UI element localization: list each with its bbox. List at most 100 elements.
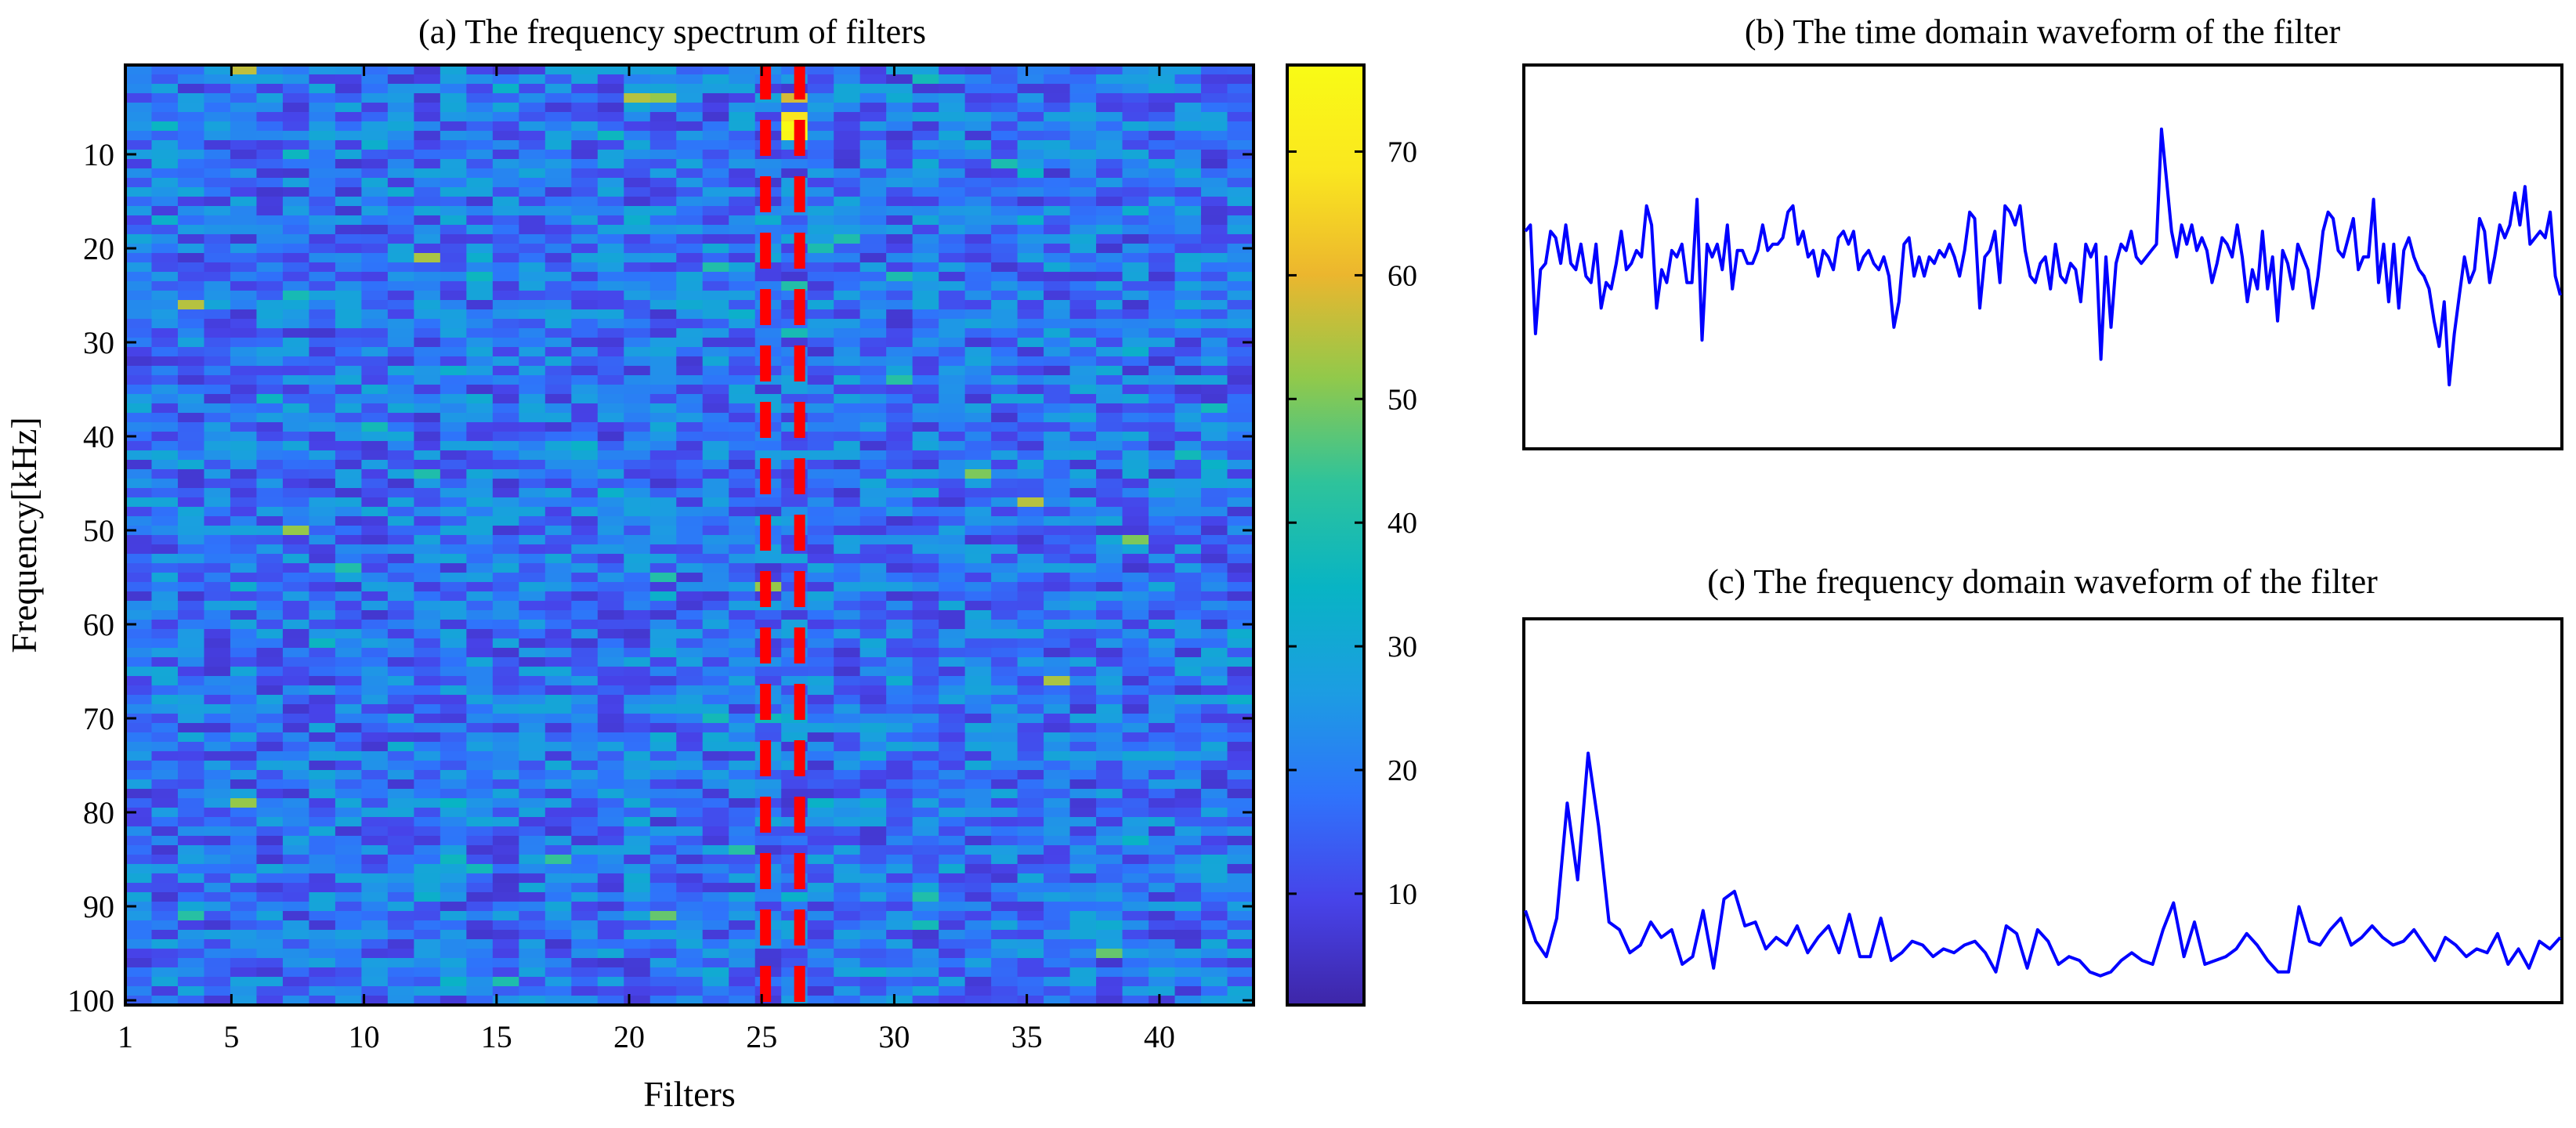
heatmap-cell (151, 121, 179, 132)
heatmap-cell (1044, 432, 1071, 442)
heatmap-cell (492, 676, 519, 686)
heatmap-cell (492, 685, 519, 696)
heatmap-cell (624, 930, 651, 940)
heatmap-cell (886, 516, 914, 526)
heatmap-cell (256, 187, 284, 197)
heatmap-cell (964, 432, 992, 442)
heatmap-cell (859, 920, 887, 931)
heatmap-cell (834, 873, 861, 884)
heatmap-cell (702, 159, 729, 169)
heatmap-cell (440, 667, 467, 677)
heatmap-cell (939, 657, 966, 667)
heatmap-cell (807, 826, 834, 837)
heatmap-cell (1201, 826, 1228, 837)
heatmap-cell (519, 883, 546, 893)
heatmap-cell (991, 272, 1018, 282)
heatmap-cell (1227, 535, 1254, 545)
heatmap-cell (807, 798, 834, 808)
heatmap-cell (125, 516, 153, 526)
heatmap-cell (282, 178, 310, 188)
heatmap-cell (335, 328, 362, 338)
heatmap-cell (676, 676, 704, 686)
heatmap-cell (361, 206, 389, 216)
heatmap-cell (676, 544, 704, 555)
heatmap-cell (859, 873, 887, 884)
heatmap-cell (1096, 253, 1123, 263)
heatmap-cell (1044, 554, 1071, 564)
heatmap-cell (519, 939, 546, 949)
heatmap-cell (414, 751, 441, 761)
heatmap-cell (649, 732, 677, 743)
heatmap-cell (387, 723, 414, 733)
heatmap-cell (545, 986, 572, 996)
heatmap-cell (387, 432, 414, 442)
heatmap-cell (492, 845, 519, 855)
heatmap-cell (781, 892, 809, 902)
heatmap-cell (702, 366, 729, 376)
heatmap-cell (702, 150, 729, 160)
heatmap-cell (492, 817, 519, 827)
heatmap-cell (1122, 855, 1149, 865)
heatmap-cell (414, 939, 441, 949)
heatmap-cell (991, 366, 1018, 376)
heatmap-cell (545, 808, 572, 818)
heatmap-cell (1174, 798, 1202, 808)
heatmap-cell (440, 93, 467, 103)
heatmap-cell (492, 667, 519, 677)
heatmap-cell (282, 742, 310, 752)
heatmap-cell (440, 422, 467, 432)
heatmap-cell (361, 347, 389, 357)
heatmap-cell (361, 84, 389, 94)
heatmap-cell (912, 441, 939, 451)
heatmap-cell (597, 168, 624, 179)
heatmap-cell (886, 892, 914, 902)
heatmap-cell (649, 197, 677, 207)
heatmap-cell (387, 385, 414, 395)
heatmap-cell (492, 460, 519, 470)
heatmap-cell (492, 648, 519, 658)
heatmap-cell (230, 864, 258, 874)
heatmap-cell (1044, 930, 1071, 940)
heatmap-cell (939, 845, 966, 855)
heatmap-cell (964, 488, 992, 498)
heatmap-cell (991, 986, 1018, 996)
heatmap-cell (440, 798, 467, 808)
heatmap-cell (886, 967, 914, 978)
heatmap-cell (886, 450, 914, 461)
heatmap-cell (1201, 291, 1228, 301)
heatmap-cell (624, 300, 651, 310)
heatmap-cell (702, 244, 729, 254)
heatmap-cell (466, 563, 494, 573)
heatmap-cell (230, 84, 258, 94)
heatmap-cell (204, 930, 231, 940)
heatmap-cell (1122, 826, 1149, 837)
heatmap-cell (256, 338, 284, 348)
heatmap-cell (991, 197, 1018, 207)
heatmap-cell (729, 206, 756, 216)
heatmap-cell (939, 977, 966, 987)
heatmap-cell (834, 347, 861, 357)
heatmap-cell (1096, 168, 1123, 179)
heatmap-cell (204, 892, 231, 902)
heatmap-cell (204, 309, 231, 320)
heatmap-cell (991, 328, 1018, 338)
heatmap-cell (571, 685, 599, 696)
heatmap-cell (282, 319, 310, 329)
heatmap-cell (807, 394, 834, 404)
heatmap-cell (545, 375, 572, 385)
heatmap-cell (1149, 723, 1176, 733)
heatmap-cell (886, 873, 914, 884)
time-domain-frame (1522, 63, 2563, 450)
heatmap-cell (492, 375, 519, 385)
heatmap-cell (230, 939, 258, 949)
heatmap-cell (1017, 168, 1044, 179)
heatmap-cell (702, 469, 729, 479)
heatmap-cell (676, 140, 704, 150)
heatmap-cell (676, 770, 704, 780)
heatmap-cell (1174, 883, 1202, 893)
heatmap-cell (624, 761, 651, 771)
heatmap-cell (1122, 112, 1149, 122)
heatmap-cell (309, 855, 336, 865)
heatmap-cell (834, 488, 861, 498)
